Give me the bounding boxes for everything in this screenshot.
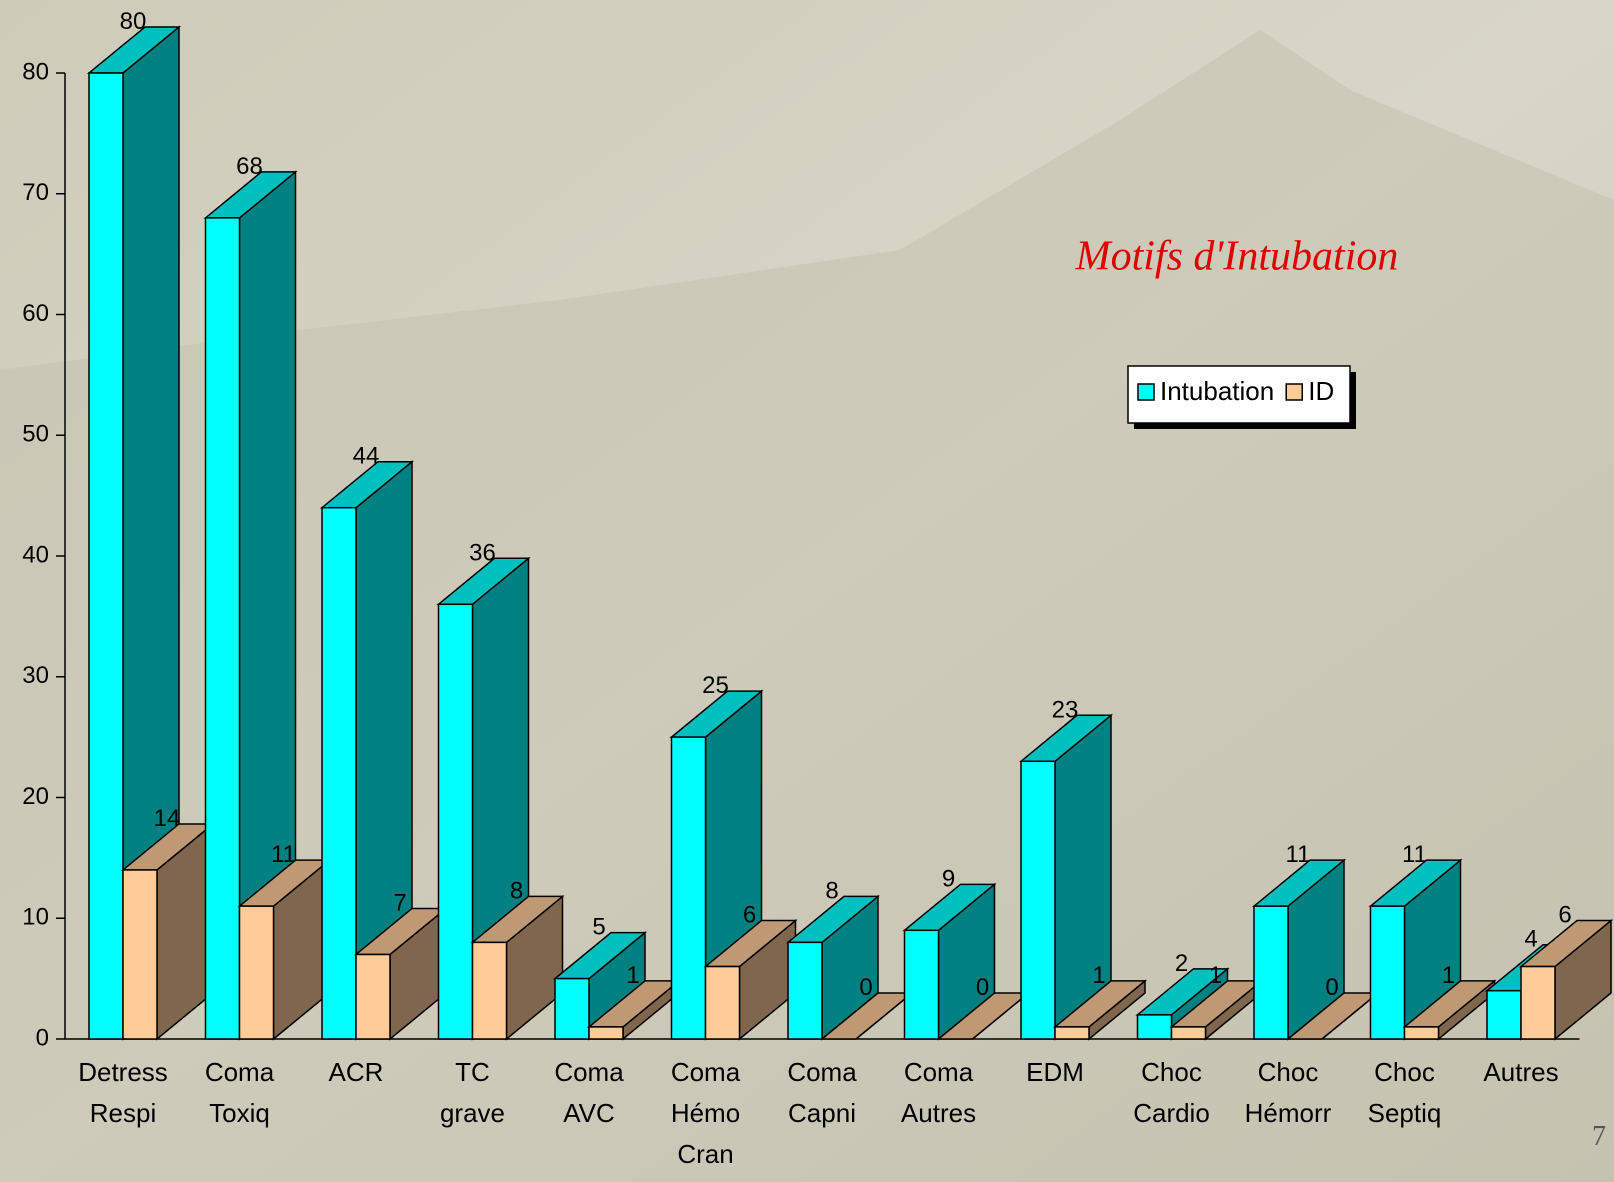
- bar: [1021, 761, 1055, 1039]
- value-label: 7: [393, 889, 406, 916]
- value-label: 80: [120, 8, 147, 35]
- bar: [1405, 1027, 1439, 1039]
- value-label: 1: [1092, 962, 1105, 989]
- page: {"chart_data": {"type": "bar3d", "title"…: [0, 0, 1614, 1182]
- legend-swatch: [1286, 384, 1302, 400]
- y-tick-label: 40: [22, 541, 49, 568]
- bar: [439, 604, 473, 1039]
- bar: [1371, 906, 1405, 1039]
- legend-label: Intubation: [1160, 376, 1274, 406]
- bar: [240, 906, 274, 1039]
- value-label: 44: [353, 443, 380, 470]
- bar: [356, 954, 390, 1039]
- y-tick-label: 10: [22, 904, 49, 931]
- x-tick-label: ACR: [329, 1057, 384, 1087]
- x-tick-label: EDM: [1026, 1057, 1084, 1087]
- value-label: 25: [702, 672, 729, 699]
- value-label: 8: [510, 877, 523, 904]
- value-label: 68: [236, 153, 263, 180]
- bar: [905, 930, 939, 1039]
- value-label: 23: [1052, 696, 1079, 723]
- value-label: 1: [626, 962, 639, 989]
- value-label: 0: [859, 974, 872, 1001]
- chart: Motifs d'Intubation 7 IntubationID 01020…: [0, 0, 1614, 1182]
- value-label: 1: [1209, 962, 1222, 989]
- legend-label: ID: [1308, 376, 1334, 406]
- y-tick-label: 80: [22, 58, 49, 85]
- value-label: 6: [1558, 902, 1571, 929]
- bar: [706, 967, 740, 1039]
- bar: [1254, 906, 1288, 1039]
- legend-swatch: [1138, 384, 1154, 400]
- value-label: 11: [1402, 841, 1427, 868]
- bar: [322, 508, 356, 1039]
- y-tick-label: 50: [22, 421, 49, 448]
- bar: [555, 979, 589, 1039]
- legend: Intubation ID: [1128, 366, 1356, 429]
- value-label: 6: [743, 902, 756, 929]
- value-label: 14: [154, 805, 181, 832]
- bar: [1138, 1015, 1172, 1039]
- chart-title: Motifs d'Intubation: [1075, 234, 1399, 280]
- y-tick-label: 70: [22, 179, 49, 206]
- value-label: 11: [1286, 841, 1311, 868]
- value-label: 0: [1325, 974, 1338, 1001]
- value-label: 4: [1524, 926, 1537, 953]
- value-label: 36: [469, 539, 496, 566]
- bar: [89, 73, 123, 1039]
- value-label: 0: [976, 974, 989, 1001]
- value-label: 11: [271, 841, 296, 868]
- bar: [1521, 967, 1555, 1039]
- y-tick-label: 60: [22, 300, 49, 327]
- value-label: 5: [592, 914, 605, 941]
- bar: [589, 1027, 623, 1039]
- bar: [672, 737, 706, 1039]
- value-label: 1: [1442, 962, 1455, 989]
- bar: [123, 870, 157, 1039]
- bar: [788, 942, 822, 1039]
- bar: [1172, 1027, 1206, 1039]
- value-label: 9: [942, 865, 955, 892]
- value-label: 2: [1175, 950, 1188, 977]
- value-label: 8: [825, 877, 838, 904]
- y-tick-label: 20: [22, 783, 49, 810]
- bar: [1055, 1027, 1089, 1039]
- bar: [206, 218, 240, 1039]
- x-tick-label: Autres: [1483, 1057, 1558, 1087]
- bar: [1487, 991, 1521, 1039]
- bar: [473, 942, 507, 1039]
- y-tick-label: 0: [36, 1024, 49, 1051]
- page-number: 7: [1592, 1121, 1606, 1152]
- y-tick-label: 30: [22, 662, 49, 689]
